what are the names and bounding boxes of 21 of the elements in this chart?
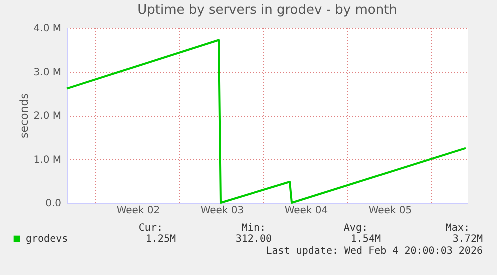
legend-label: grodevs [26,234,68,245]
x-tick-label: Week 04 [284,206,328,216]
text: Max: [446,223,470,234]
text: Last update: Wed Feb 4 20:00:03 2026 [266,246,483,257]
chart-title: Uptime by servers in grodev - by month [138,3,398,18]
y-axis-title: seconds [18,93,31,138]
text: 1.25M [146,234,176,245]
text: Avg: [344,223,368,234]
x-tick-label: Week 02 [116,206,160,216]
text: Min: [242,223,266,234]
y-tick-label: 2.0 M [34,111,62,122]
x-tick-label: Week 05 [368,206,412,216]
text: 1.54M [350,234,381,245]
text: 3.72M [452,234,483,245]
y-tick-label: 1.0 M [34,154,62,166]
y-tick-label: 4.0 M [34,24,62,34]
x-tick-label: Week 03 [200,206,244,216]
y-tick-label: 0.0 [46,198,62,210]
text: 312.00 [236,234,272,245]
y-tick-label: 3.0 M [34,67,62,78]
text: Cur: [138,223,163,234]
